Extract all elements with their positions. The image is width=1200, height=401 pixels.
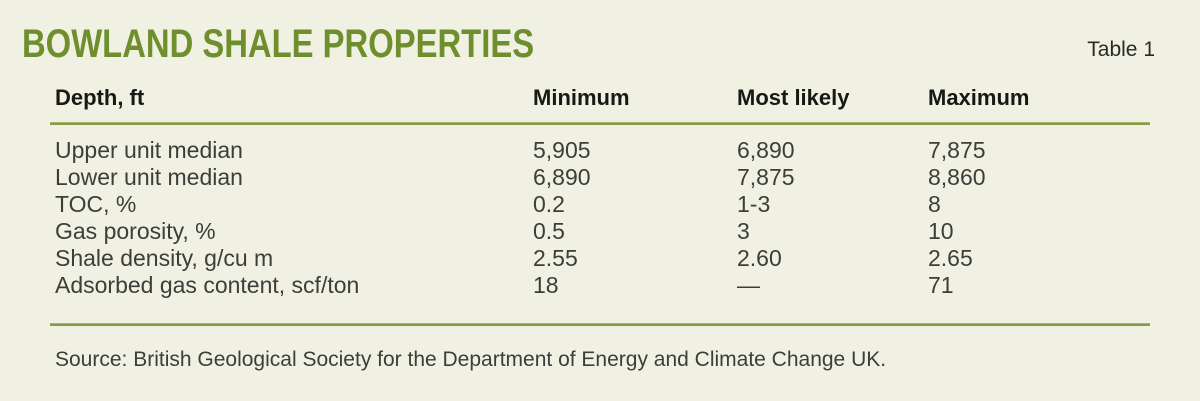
row-value-maximum: 7,875 bbox=[928, 137, 986, 163]
page-title: BOWLAND SHALE PROPERTIES bbox=[22, 22, 535, 66]
table-row: TOC, % 0.2 1-3 8 bbox=[50, 191, 1150, 218]
row-value-maximum: 71 bbox=[928, 272, 954, 298]
row-label: TOC, % bbox=[55, 191, 137, 217]
row-value-maximum: 8,860 bbox=[928, 164, 986, 190]
source-note: Source: British Geological Society for t… bbox=[55, 348, 887, 371]
row-value-maximum: 10 bbox=[928, 218, 954, 244]
table-row: Lower unit median 6,890 7,875 8,860 bbox=[50, 164, 1150, 191]
row-value-minimum: 2.55 bbox=[533, 245, 578, 271]
column-header-most-likely: Most likely bbox=[737, 85, 850, 110]
footer-divider bbox=[50, 323, 1150, 326]
row-label: Lower unit median bbox=[55, 164, 243, 190]
row-value-maximum: 2.65 bbox=[928, 245, 973, 271]
row-label: Gas porosity, % bbox=[55, 218, 216, 244]
table-row: Gas porosity, % 0.5 3 10 bbox=[50, 218, 1150, 245]
row-label: Upper unit median bbox=[55, 137, 243, 163]
header-divider bbox=[50, 122, 1150, 125]
row-value-most-likely: — bbox=[737, 272, 760, 298]
row-value-most-likely: 3 bbox=[737, 218, 750, 244]
row-value-minimum: 18 bbox=[533, 272, 559, 298]
table-header-row: Depth, ft Minimum Most likely Maximum bbox=[50, 84, 1150, 112]
row-value-most-likely: 7,875 bbox=[737, 164, 795, 190]
row-value-minimum: 0.5 bbox=[533, 218, 565, 244]
row-value-most-likely: 2.60 bbox=[737, 245, 782, 271]
column-header-minimum: Minimum bbox=[533, 85, 630, 110]
row-value-most-likely: 1-3 bbox=[737, 191, 771, 217]
table-row: Upper unit median 5,905 6,890 7,875 bbox=[50, 137, 1150, 164]
row-label: Shale density, g/cu m bbox=[55, 245, 274, 271]
row-value-minimum: 5,905 bbox=[533, 137, 591, 163]
table-row: Adsorbed gas content, scf/ton 18 — 71 bbox=[50, 272, 1150, 299]
row-value-minimum: 0.2 bbox=[533, 191, 565, 217]
properties-table: Depth, ft Minimum Most likely Maximum Up… bbox=[50, 84, 1150, 326]
row-value-minimum: 6,890 bbox=[533, 164, 591, 190]
column-header-maximum: Maximum bbox=[928, 85, 1030, 110]
row-value-most-likely: 6,890 bbox=[737, 137, 795, 163]
figure-header: BOWLAND SHALE PROPERTIES Table 1 bbox=[0, 0, 1200, 64]
row-label: Adsorbed gas content, scf/ton bbox=[55, 272, 360, 298]
table-number-label: Table 1 bbox=[1087, 38, 1155, 61]
column-header-depth: Depth, ft bbox=[55, 85, 145, 110]
table-row: Shale density, g/cu m 2.55 2.60 2.65 bbox=[50, 245, 1150, 272]
row-value-maximum: 8 bbox=[928, 191, 941, 217]
table-body: Upper unit median 5,905 6,890 7,875 Lower un… bbox=[50, 137, 1150, 299]
